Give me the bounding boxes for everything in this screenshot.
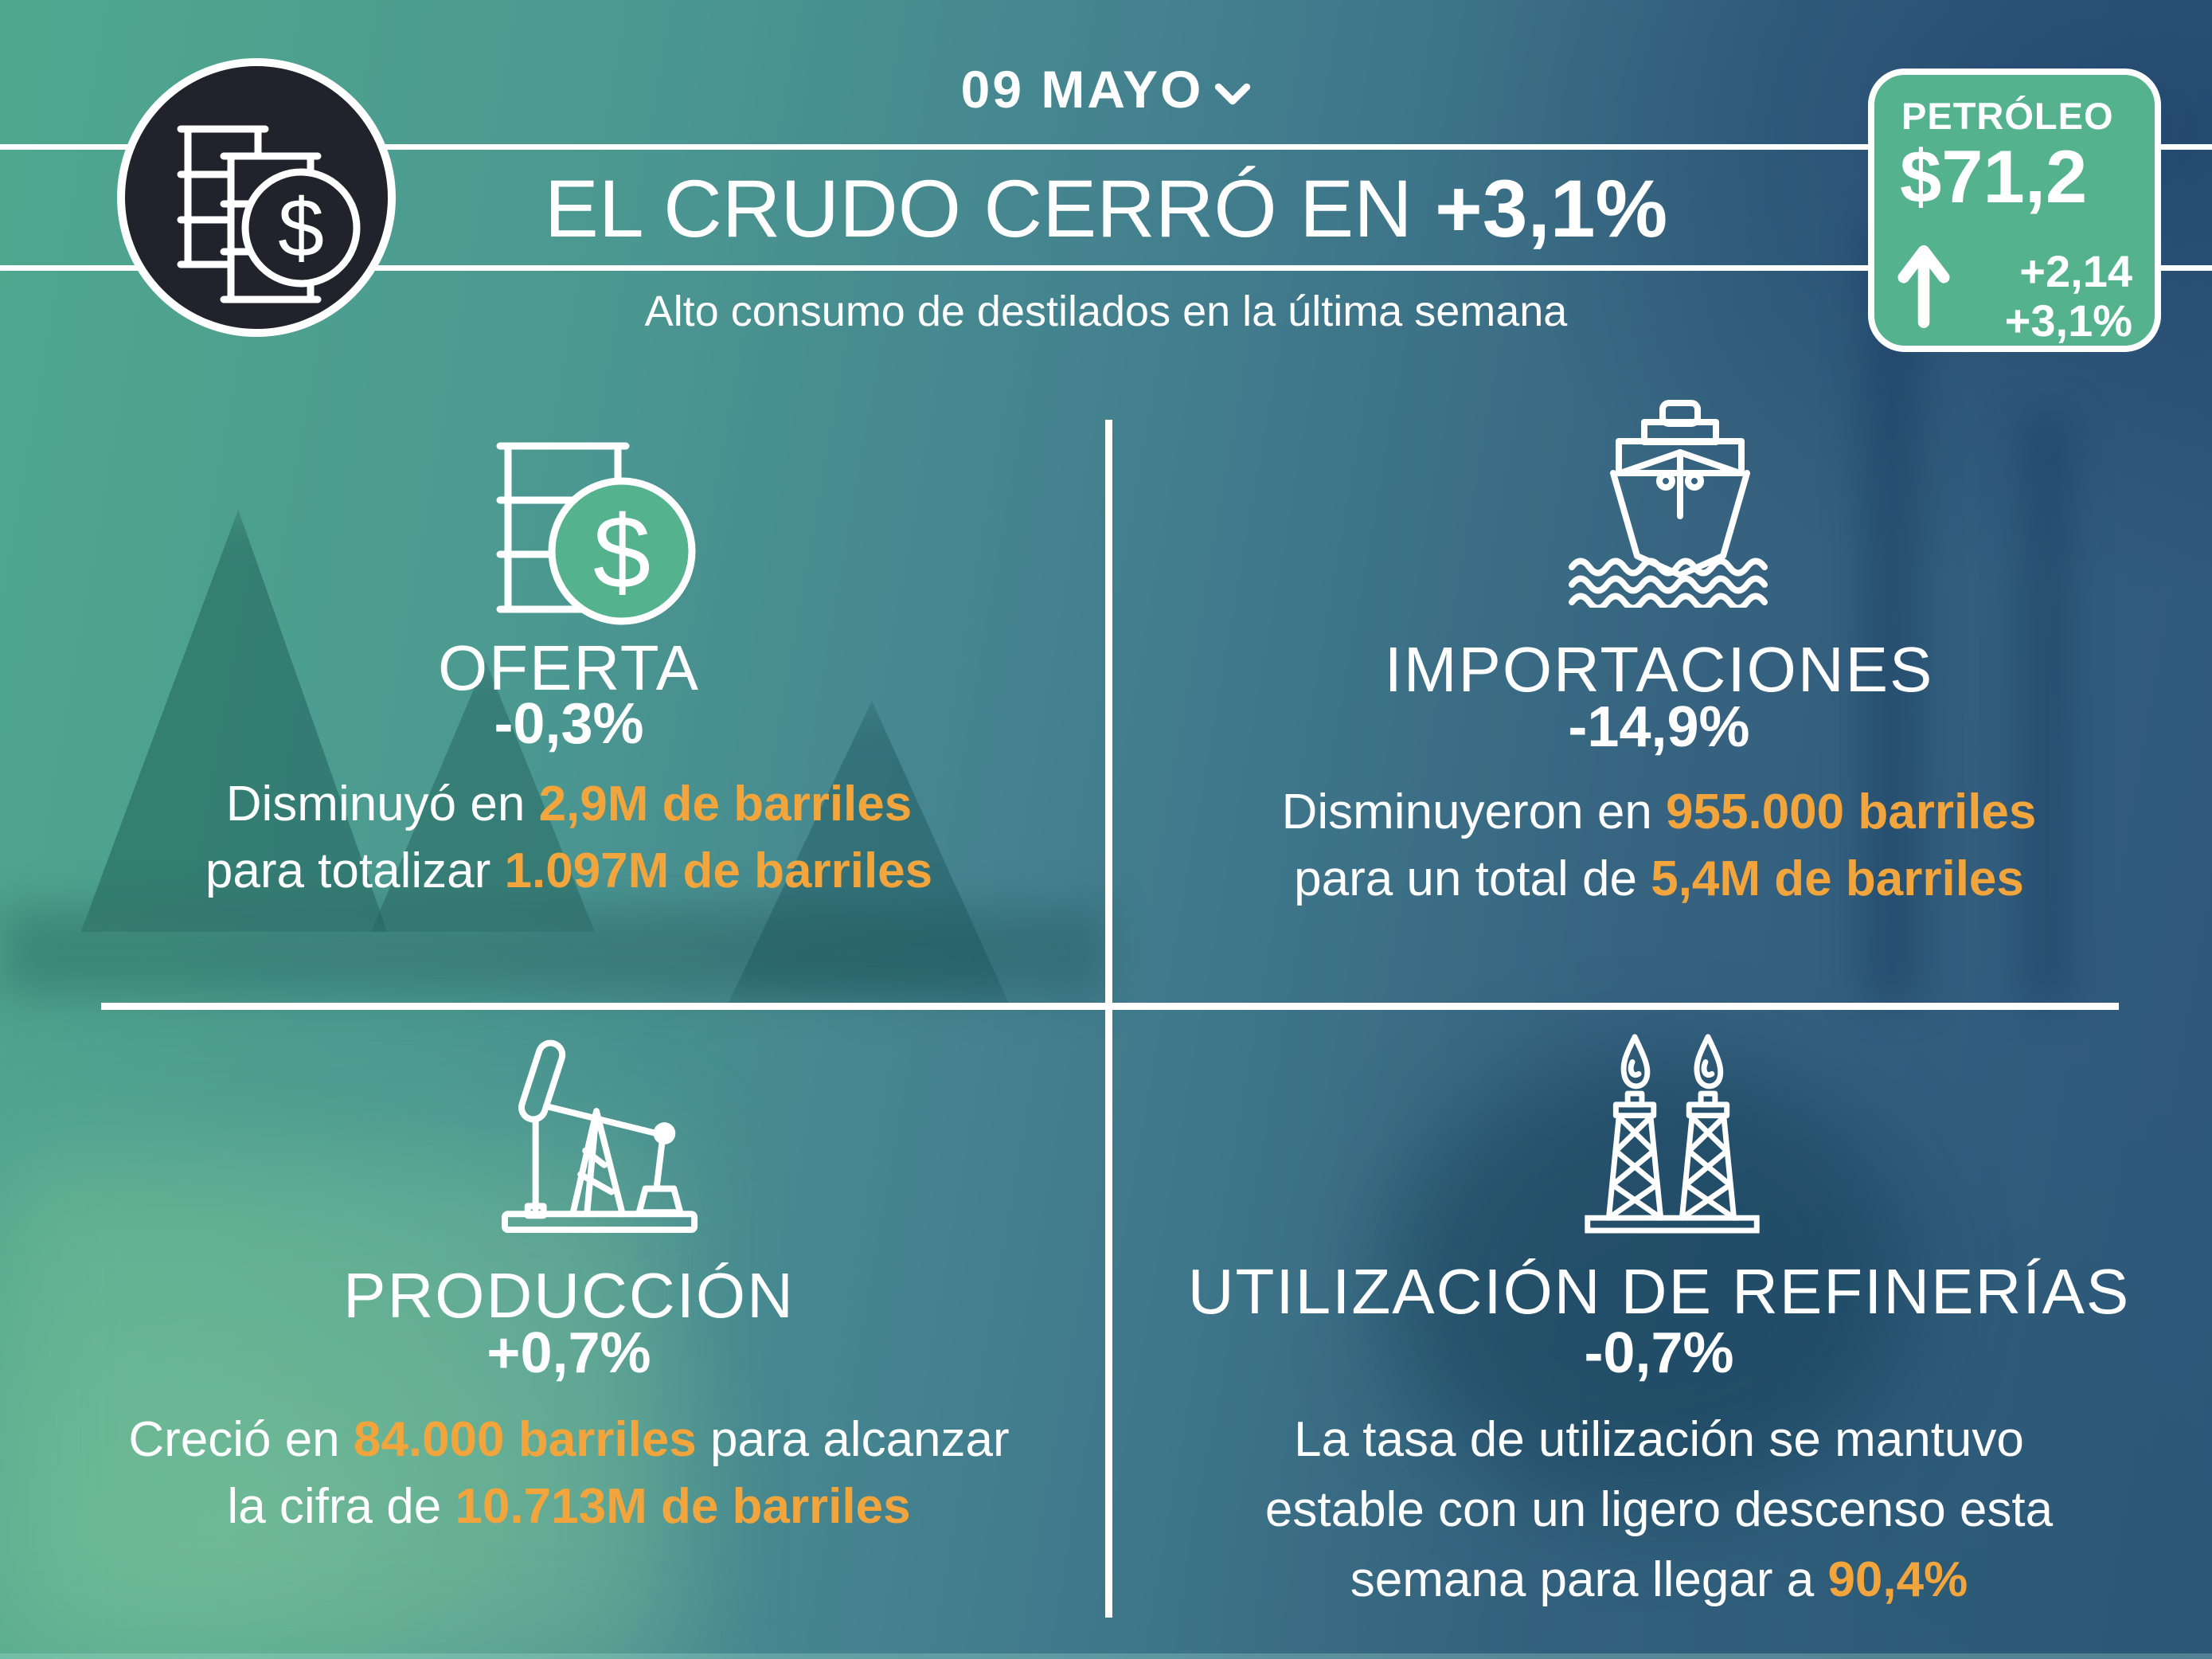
pumpjack-icon xyxy=(501,1039,698,1234)
background-pumpjack-silhouette xyxy=(371,661,595,932)
subtitle: Alto consumo de destilados en la última … xyxy=(644,288,1568,335)
background-dark-blob xyxy=(1385,1059,1911,1505)
chevron-down-icon[interactable] xyxy=(1214,80,1251,108)
quadrant-divider-horizontal xyxy=(101,1003,2119,1010)
refinery-towers-icon xyxy=(1585,1021,1760,1234)
cargo-ship-icon xyxy=(1569,400,1768,608)
dollar-coin-icon xyxy=(241,168,361,288)
dollar-sign: $ xyxy=(593,494,651,610)
quadrant-divider-vertical xyxy=(1105,420,1112,1618)
header-rule-top xyxy=(0,144,2212,150)
up-arrow-icon xyxy=(1897,245,1950,328)
background-derrick-silhouette xyxy=(1863,223,1921,1004)
ticker-changes: +2,14 +3,1% xyxy=(2005,247,2132,346)
background-bottom-strip xyxy=(0,1653,2212,1659)
date-selector[interactable]: 09 MAYO xyxy=(0,59,2212,119)
headline: EL CRUDO CERRÓ EN +3,1% xyxy=(0,162,2212,256)
headline-text: EL CRUDO CERRÓ EN xyxy=(544,163,1436,254)
oil-barrels-dollar-logo: $ xyxy=(117,58,396,337)
ticker-label: PETRÓLEO xyxy=(1901,95,2114,137)
background-derrick-silhouette xyxy=(2022,414,2072,1004)
header-rule-bottom xyxy=(0,265,2212,271)
background-ground-band xyxy=(0,908,1106,996)
ticker-price: $71,2 xyxy=(1900,135,2088,218)
date-label[interactable]: 09 MAYO xyxy=(960,60,1204,119)
headline-percent: +3,1% xyxy=(1435,163,1668,254)
ticker-change-percent: +3,1% xyxy=(2004,295,2132,346)
barrel-dollar-icon: $ xyxy=(496,442,696,625)
dollar-sign: $ xyxy=(278,182,324,275)
oil-price-ticker: PETRÓLEO $71,2 +2,14 +3,1% xyxy=(1868,68,2161,352)
ticker-change-value: +2,14 xyxy=(2019,246,2132,296)
